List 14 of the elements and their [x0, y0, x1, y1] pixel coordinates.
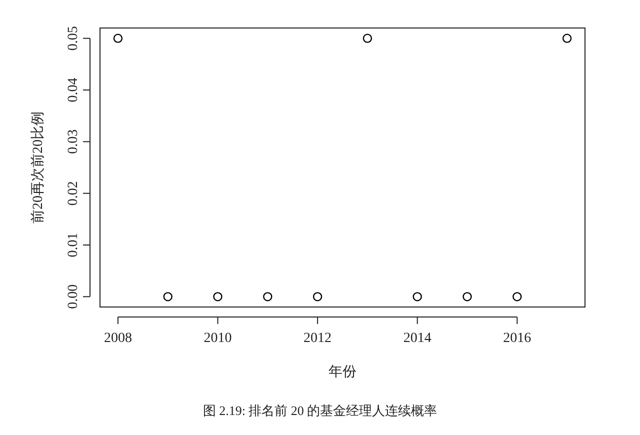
x-tick-label: 2008	[104, 331, 132, 346]
x-tick-label: 2016	[503, 331, 532, 346]
x-tick-label: 2014	[403, 331, 432, 346]
y-tick-label: 0.00	[66, 284, 81, 309]
y-tick-label: 0.01	[66, 232, 81, 258]
x-tick-label: 2012	[304, 331, 332, 346]
y-tick-label: 0.03	[66, 129, 81, 154]
caption: 图 2.19: 排名前 20 的基金经理人连续概率	[202, 403, 438, 418]
x-axis-title: 年份	[328, 364, 356, 380]
y-axis-title: 前20再次前20比例	[30, 112, 46, 224]
y-tick-label: 0.04	[66, 78, 81, 102]
y-tick-label: 0.02	[66, 181, 81, 206]
x-tick-label: 2010	[204, 331, 232, 346]
y-tick-label: 0.05	[66, 26, 81, 51]
